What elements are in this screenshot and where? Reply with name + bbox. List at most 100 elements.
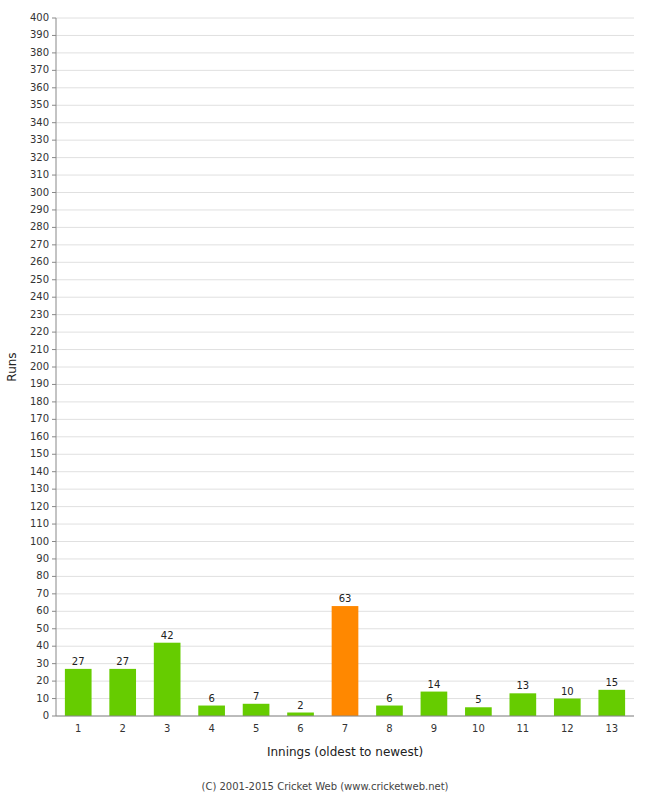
bar	[376, 706, 403, 716]
data-label: 13	[516, 680, 529, 691]
grid-line	[56, 105, 634, 106]
y-tick	[52, 140, 56, 141]
data-label: 42	[161, 630, 174, 641]
x-axis-line	[56, 716, 634, 717]
y-tick	[52, 681, 56, 682]
grid-line	[56, 35, 634, 36]
y-tick	[52, 297, 56, 298]
data-labels: 272742672636145131015	[72, 593, 618, 710]
y-tick	[52, 506, 56, 507]
y-tick	[52, 646, 56, 647]
chart-svg: 0102030405060708090100110120130140150160…	[0, 0, 650, 800]
grid-line	[56, 489, 634, 490]
y-tick-label: 290	[30, 204, 49, 215]
y-tick	[52, 716, 56, 717]
y-tick	[52, 349, 56, 350]
y-axis: 0102030405060708090100110120130140150160…	[30, 12, 56, 721]
x-tick-label: 9	[431, 723, 437, 734]
x-tick-label: 2	[120, 723, 126, 734]
grid-line	[56, 471, 634, 472]
grid-line	[56, 454, 634, 455]
y-tick	[52, 471, 56, 472]
grid-line	[56, 122, 634, 123]
y-tick	[52, 401, 56, 402]
y-tick	[52, 593, 56, 594]
y-tick-label: 280	[30, 221, 49, 232]
y-tick-label: 190	[30, 378, 49, 389]
grid-line	[56, 576, 634, 577]
grid-line	[56, 384, 634, 385]
y-tick	[52, 489, 56, 490]
y-tick-label: 370	[30, 64, 49, 75]
y-tick	[52, 279, 56, 280]
x-tick-label: 1	[75, 723, 81, 734]
footer: (C) 2001-2015 Cricket Web (www.cricketwe…	[202, 781, 449, 792]
grid-line	[56, 175, 634, 176]
y-tick-label: 170	[30, 413, 49, 424]
data-label: 6	[386, 693, 392, 704]
y-tick-label: 320	[30, 152, 49, 163]
x-tick-label: 8	[386, 723, 392, 734]
y-tick	[52, 454, 56, 455]
y-tick-label: 110	[30, 518, 49, 529]
y-tick-label: 90	[36, 553, 49, 564]
x-axis: 12345678910111213	[75, 723, 618, 734]
x-tick-label: 5	[253, 723, 259, 734]
data-label: 2	[297, 700, 303, 711]
grid-line	[56, 436, 634, 437]
grid-line	[56, 70, 634, 71]
y-tick-label: 350	[30, 99, 49, 110]
x-axis-label: Innings (oldest to newest)	[267, 745, 423, 759]
x-tick-label: 6	[297, 723, 303, 734]
x-tick-label: 4	[208, 723, 214, 734]
data-label: 27	[72, 656, 85, 667]
y-tick	[52, 558, 56, 559]
grid-line	[56, 419, 634, 420]
y-tick-label: 150	[30, 448, 49, 459]
y-tick	[52, 227, 56, 228]
y-tick-label: 20	[36, 675, 49, 686]
x-tick-label: 7	[342, 723, 348, 734]
y-tick-label: 310	[30, 169, 49, 180]
bar	[465, 707, 492, 716]
y-tick	[52, 367, 56, 368]
y-tick-label: 390	[30, 29, 49, 40]
y-tick-label: 220	[30, 326, 49, 337]
grid-line	[56, 157, 634, 158]
y-tick-label: 70	[36, 588, 49, 599]
chart-container: 0102030405060708090100110120130140150160…	[0, 0, 650, 800]
bar	[332, 606, 359, 716]
bar	[421, 692, 448, 716]
data-label: 10	[561, 686, 574, 697]
data-label: 6	[208, 693, 214, 704]
y-tick-label: 120	[30, 501, 49, 512]
y-tick	[52, 122, 56, 123]
bar	[154, 643, 181, 716]
y-tick-label: 30	[36, 658, 49, 669]
data-label: 7	[253, 691, 259, 702]
y-tick-label: 200	[30, 361, 49, 372]
grid-line	[56, 209, 634, 210]
y-tick	[52, 314, 56, 315]
y-tick	[52, 192, 56, 193]
y-tick-label: 260	[30, 256, 49, 267]
y-tick	[52, 663, 56, 664]
y-tick-label: 130	[30, 483, 49, 494]
y-tick-label: 50	[36, 623, 49, 634]
grid-line	[56, 558, 634, 559]
grid-line	[56, 192, 634, 193]
y-tick-label: 400	[30, 12, 49, 23]
y-tick-label: 270	[30, 239, 49, 250]
y-tick	[52, 157, 56, 158]
bar	[198, 706, 225, 716]
y-tick-label: 160	[30, 431, 49, 442]
grid-line	[56, 140, 634, 141]
y-axis-line	[56, 18, 57, 716]
y-tick-label: 0	[43, 710, 49, 721]
y-tick	[52, 332, 56, 333]
grid-line	[56, 227, 634, 228]
data-label: 63	[339, 593, 352, 604]
y-tick-label: 180	[30, 396, 49, 407]
y-tick	[52, 628, 56, 629]
y-tick	[52, 105, 56, 106]
